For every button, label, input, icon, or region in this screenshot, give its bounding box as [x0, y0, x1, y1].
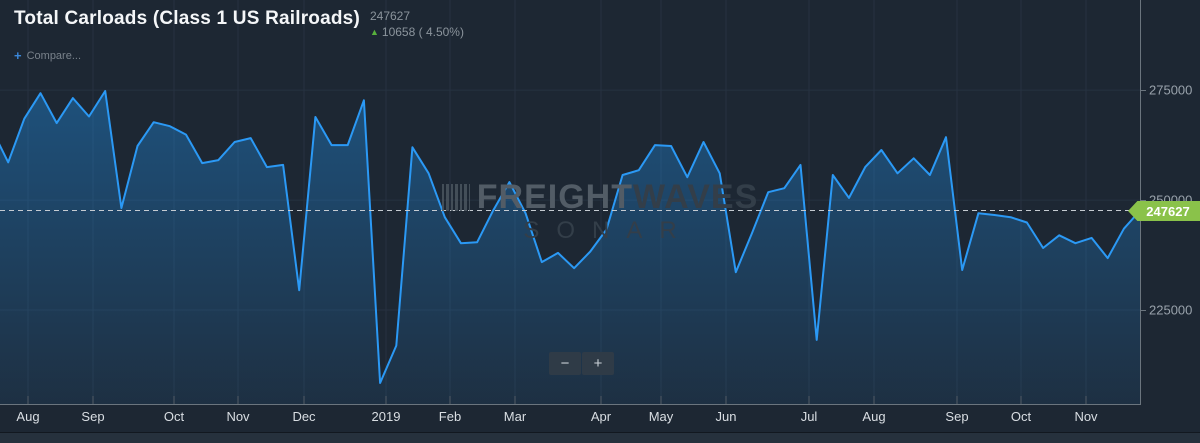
series-area-fill: [0, 91, 1141, 405]
x-axis-label: Dec: [292, 409, 316, 424]
x-axis-label: Apr: [590, 409, 612, 424]
chart-header: Total Carloads (Class 1 US Railroads) 24…: [14, 8, 464, 39]
x-axis-label: Sep: [945, 409, 969, 424]
x-axis-label: Mar: [503, 409, 527, 424]
current-value-badge: 247627: [1128, 201, 1200, 221]
plus-icon: +: [14, 48, 22, 63]
change-line: ▲ 10658 ( 4.50%): [370, 25, 464, 39]
chart-plot-area[interactable]: [0, 0, 1141, 405]
x-axis-label: Sep: [81, 409, 105, 424]
chart-title: Total Carloads (Class 1 US Railroads): [14, 8, 360, 29]
y-tickmark: [1141, 90, 1146, 91]
last-value-block: 247627 ▲ 10658 ( 4.50%): [370, 8, 464, 39]
x-axis-label: Feb: [438, 409, 462, 424]
x-axis-label: 2019: [371, 409, 401, 424]
x-axis-label: Nov: [1074, 409, 1098, 424]
x-axis-label: Oct: [1010, 409, 1032, 424]
zoom-in-button[interactable]: +: [582, 352, 614, 375]
x-axis-label: Aug: [16, 409, 40, 424]
last-value: 247627: [369, 9, 411, 23]
y-tickmark: [1141, 310, 1146, 311]
x-axis-label: May: [648, 409, 674, 424]
x-axis-line: [0, 404, 1141, 405]
compare-label: Compare...: [26, 49, 82, 62]
y-axis-label: 225000: [1149, 302, 1193, 318]
x-axis-label: Jul: [800, 409, 818, 424]
x-axis-label: Jun: [715, 409, 737, 424]
compare-button[interactable]: + Compare...: [14, 48, 81, 63]
zoom-controls: − +: [549, 352, 614, 375]
change-text: 10658 ( 4.50%): [381, 25, 464, 39]
chart-navigator-strip[interactable]: [0, 432, 1200, 443]
y-tickmark: [1141, 200, 1146, 201]
x-axis-label: Nov: [226, 409, 250, 424]
x-axis-label: Oct: [163, 409, 185, 424]
x-axis-label: Aug: [862, 409, 886, 424]
y-axis-label: 275000: [1149, 82, 1193, 98]
up-arrow-icon: ▲: [369, 27, 379, 37]
zoom-out-button[interactable]: −: [549, 352, 581, 375]
series-line: [0, 90, 1141, 384]
